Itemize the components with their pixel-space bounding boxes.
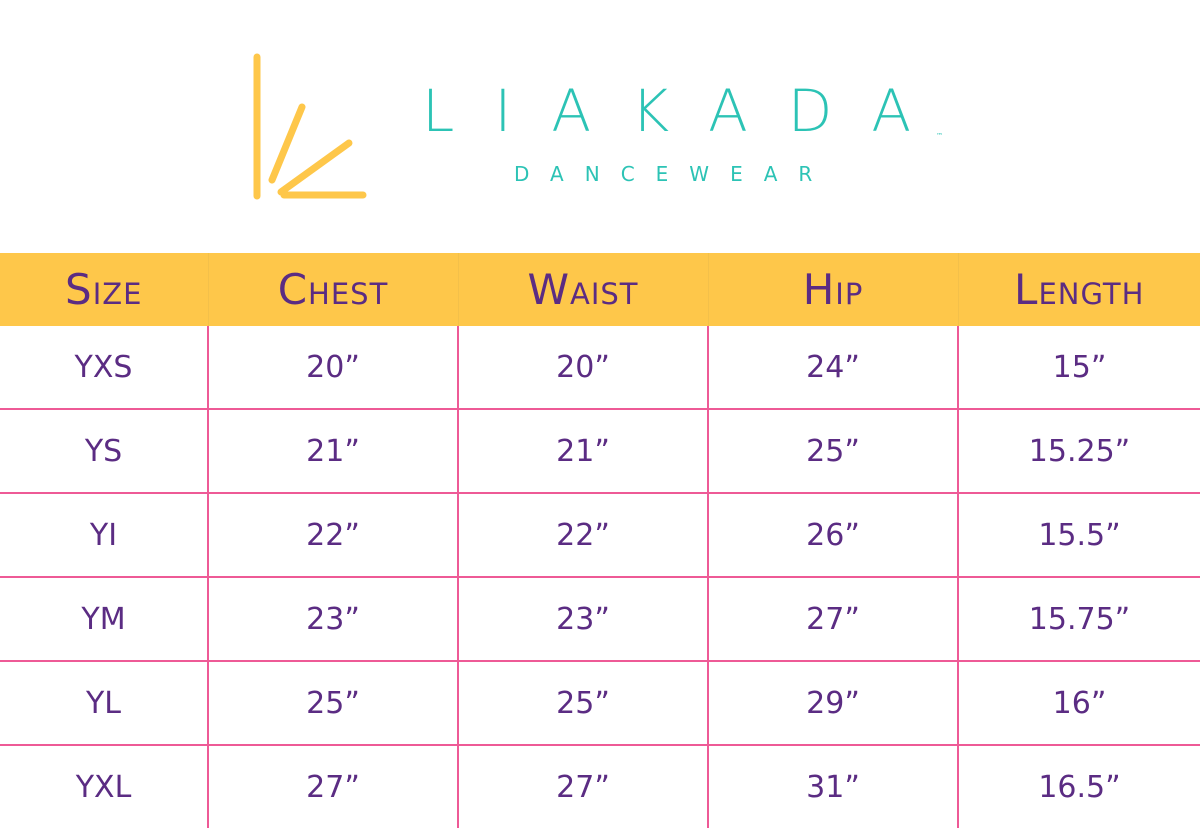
table-row: YXL 27” 27” 31” 16.5”: [0, 744, 1200, 828]
cell-chest: 23”: [207, 576, 458, 661]
size-chart-table: Size Chest Waist Hip Length YXS 20” 20” 24”…: [0, 253, 1200, 828]
header-waist: Waist: [457, 253, 708, 326]
cell-waist: 22”: [457, 492, 708, 577]
cell-chest: 25”: [207, 660, 458, 745]
header-size: Size: [0, 253, 208, 326]
cell-size: YL: [0, 660, 208, 745]
cell-hip: 25”: [707, 408, 958, 493]
brand-tagline: DANCEWEAR: [514, 162, 834, 186]
cell-waist: 25”: [457, 660, 708, 745]
cell-size: YXL: [0, 744, 208, 828]
cell-hip: 26”: [707, 492, 958, 577]
cell-length: 15.25”: [957, 408, 1200, 493]
cell-hip: 29”: [707, 660, 958, 745]
table-row: YXS 20” 20” 24” 15”: [0, 326, 1200, 409]
trademark-symbol: ™: [936, 132, 943, 140]
cell-size: YM: [0, 576, 208, 661]
cell-hip: 24”: [707, 326, 958, 409]
table-row: YM 23” 23” 27” 15.75”: [0, 576, 1200, 661]
table-row: YS 21” 21” 25” 15.25”: [0, 408, 1200, 493]
cell-size: YXS: [74, 349, 133, 385]
cell-chest: 21”: [207, 408, 458, 493]
table-row: YL 25” 25” 29” 16”: [0, 660, 1200, 745]
cell-chest: 22”: [207, 492, 458, 577]
cell-chest: 20”: [207, 326, 458, 409]
header-length: Length: [957, 253, 1200, 326]
header-row: Size Chest Waist Hip Length: [0, 253, 1200, 326]
cell-length: 15.75”: [957, 576, 1200, 661]
brand-name: LIAKADA: [422, 77, 952, 145]
cell-length: 15.5”: [957, 492, 1200, 577]
cell-waist: 27”: [457, 744, 708, 828]
cell-waist: 20”: [457, 326, 708, 409]
cell-size: YS: [0, 408, 208, 493]
cell-length: 16.5”: [957, 744, 1200, 828]
cell-hip: 27”: [707, 576, 958, 661]
cell-size: YI: [0, 492, 208, 577]
cell-hip: 31”: [707, 744, 958, 828]
table-row: YI 22” 22” 26” 15.5”: [0, 492, 1200, 577]
cell-length: 16”: [957, 660, 1200, 745]
header-hip: Hip: [707, 253, 958, 326]
header-chest: Chest: [207, 253, 458, 326]
cell-waist: 21”: [457, 408, 708, 493]
cell-chest: 27”: [207, 744, 458, 828]
sunburst-logo-icon: [253, 53, 367, 200]
cell-waist: 23”: [457, 576, 708, 661]
cell-length: 15”: [957, 326, 1200, 409]
